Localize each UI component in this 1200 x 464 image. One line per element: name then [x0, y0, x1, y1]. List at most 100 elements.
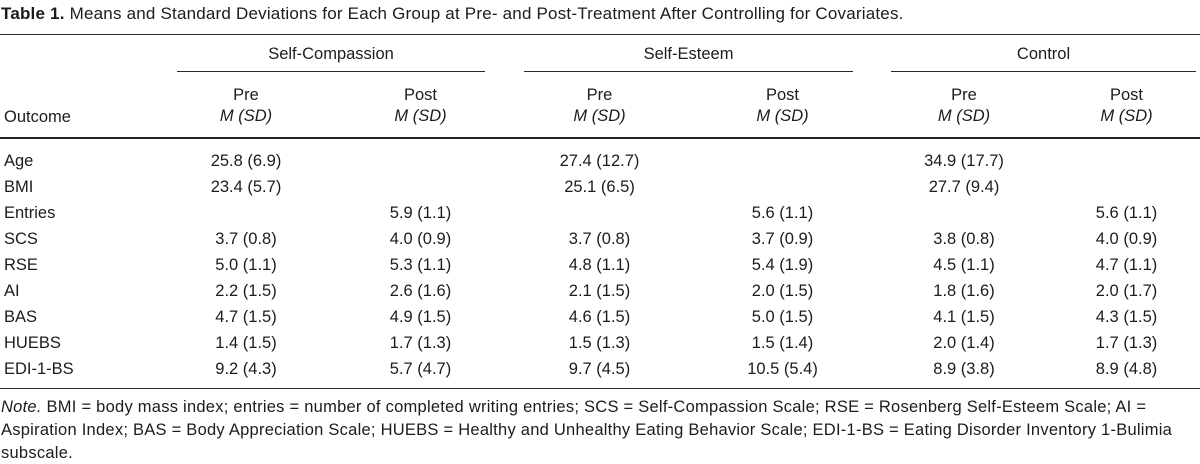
- subheader-post-label: Post: [766, 86, 800, 104]
- cell-sc-post: 1.7 (1.3): [389, 334, 452, 352]
- subheader-se-pre: Pre M (SD): [509, 73, 691, 139]
- subheader-control-post: Post M (SD): [1053, 73, 1200, 139]
- table-row: BAS 4.7 (1.5) 4.9 (1.5) 4.6 (1.5) 5.0 (1…: [0, 304, 1200, 330]
- cell-control-pre: 34.9 (17.7): [924, 152, 1004, 170]
- cell-control-pre: 4.5 (1.1): [933, 256, 995, 274]
- table-row: Age 25.8 (6.9) 27.4 (12.7) 34.9 (17.7): [0, 138, 1200, 174]
- table-caption: Means and Standard Deviations for Each G…: [69, 4, 904, 23]
- cell-control-post: 2.0 (1.7): [1095, 282, 1158, 300]
- cell-se-pre: 25.1 (6.5): [564, 178, 635, 196]
- table-row: AI 2.2 (1.5) 2.6 (1.6) 2.1 (1.5) 2.0 (1.…: [0, 278, 1200, 304]
- outcome-column-header: Outcome: [0, 73, 160, 139]
- subheader-msd-label: M (SD): [937, 107, 991, 125]
- cell-se-pre: 4.8 (1.1): [568, 256, 631, 274]
- note-text: BMI = body mass index; entries = number …: [1, 398, 1173, 462]
- cell-control-pre: 3.8 (0.8): [933, 230, 995, 248]
- table-row: EDI-1-BS 9.2 (4.3) 5.7 (4.7) 9.7 (4.5) 1…: [0, 356, 1200, 389]
- cell-sc-pre: 3.7 (0.8): [215, 230, 277, 248]
- subheader-control-pre: Pre M (SD): [875, 73, 1054, 139]
- subheader-row: Outcome Pre M (SD) Post M (SD) Pre M (SD…: [0, 73, 1200, 139]
- group-header-self-esteem: Self-Esteem: [509, 35, 875, 74]
- group-label-self-esteem: Self-Esteem: [524, 45, 854, 72]
- subheader-msd-label: M (SD): [394, 107, 447, 125]
- note-label: Note.: [1, 398, 42, 416]
- cell-se-post: 5.0 (1.5): [751, 308, 814, 326]
- table-title: Table 1. Means and Standard Deviations fo…: [1, 4, 1198, 24]
- cell-se-post: 3.7 (0.9): [751, 230, 814, 248]
- cell-sc-pre: 9.2 (4.3): [160, 356, 332, 389]
- row-outcome-label: Age: [4, 152, 34, 170]
- cell-control-post: 4.7 (1.1): [1095, 256, 1158, 274]
- table-row: Entries 5.9 (1.1) 5.6 (1.1) 5.6 (1.1): [0, 200, 1200, 226]
- cell-se-pre: 1.5 (1.3): [568, 334, 631, 352]
- cell-control-post: 8.9 (4.8): [1053, 356, 1200, 389]
- cell-se-pre: 2.1 (1.5): [568, 282, 631, 300]
- group-label-control: Control: [891, 45, 1197, 72]
- subheader-post-label: Post: [403, 86, 438, 104]
- group-header-control: Control: [875, 35, 1200, 74]
- subheader-msd-label: M (SD): [573, 107, 626, 125]
- table-number: Table 1.: [1, 4, 65, 23]
- cell-control-post: 4.0 (0.9): [1095, 230, 1158, 248]
- cell-se-post: [690, 174, 875, 200]
- cell-sc-pre: 1.4 (1.5): [215, 334, 277, 352]
- cell-control-post: 1.7 (1.3): [1095, 334, 1158, 352]
- group-header-spacer: [0, 35, 160, 74]
- cell-sc-pre: 25.8 (6.9): [210, 152, 282, 170]
- subheader-pre-label: Pre: [951, 86, 977, 104]
- cell-sc-post: 4.0 (0.9): [389, 230, 452, 248]
- subheader-se-post: Post M (SD): [690, 73, 876, 139]
- cell-se-post: 5.4 (1.9): [751, 256, 814, 274]
- cell-se-pre: 3.7 (0.8): [568, 230, 631, 248]
- cell-control-post: 5.6 (1.1): [1095, 204, 1158, 222]
- row-outcome-label: BAS: [4, 308, 38, 326]
- row-outcome-label: BMI: [4, 178, 34, 196]
- row-outcome-label: SCS: [4, 230, 38, 248]
- cell-sc-pre: 23.4 (5.7): [210, 178, 282, 196]
- subheader-pre-label: Pre: [233, 86, 259, 104]
- cell-control-post: [1053, 138, 1200, 174]
- subheader-post-label: Post: [1110, 86, 1144, 104]
- cell-control-pre: 2.0 (1.4): [933, 334, 995, 352]
- subheader-sc-post: Post M (SD): [332, 73, 510, 139]
- table-row: SCS 3.7 (0.8) 4.0 (0.9) 3.7 (0.8) 3.7 (0…: [0, 226, 1200, 252]
- cell-se-pre: 9.7 (4.5): [509, 356, 691, 389]
- cell-se-post: 5.6 (1.1): [751, 204, 814, 222]
- table-body: Age 25.8 (6.9) 27.4 (12.7) 34.9 (17.7) B…: [0, 138, 1200, 389]
- cell-sc-post: 5.7 (4.7): [332, 356, 510, 389]
- cell-sc-pre: [160, 200, 332, 226]
- group-header-row: Self-Compassion Self-Esteem Control: [0, 35, 1200, 74]
- cell-control-pre: 1.8 (1.6): [933, 282, 995, 300]
- subheader-msd-label: M (SD): [219, 107, 273, 125]
- cell-control-pre: 8.9 (3.8): [875, 356, 1054, 389]
- cell-sc-pre: 2.2 (1.5): [215, 282, 277, 300]
- cell-control-pre: 27.7 (9.4): [928, 178, 1000, 196]
- cell-control-pre: [875, 200, 1053, 226]
- row-outcome-label: HUEBS: [4, 334, 61, 352]
- cell-sc-post: [332, 174, 509, 200]
- cell-se-post: 1.5 (1.4): [751, 334, 814, 352]
- table-row: RSE 5.0 (1.1) 5.3 (1.1) 4.8 (1.1) 5.4 (1…: [0, 252, 1200, 278]
- cell-se-post: [690, 138, 875, 174]
- subheader-msd-label: M (SD): [1100, 107, 1153, 125]
- subheader-msd-label: M (SD): [756, 107, 809, 125]
- subheader-sc-pre: Pre M (SD): [160, 73, 332, 139]
- means-sd-table: Self-Compassion Self-Esteem Control Outc…: [0, 34, 1200, 389]
- table-row: HUEBS 1.4 (1.5) 1.7 (1.3) 1.5 (1.3) 1.5 …: [0, 330, 1200, 356]
- table-note: Note. BMI = body mass index; entries = n…: [1, 396, 1199, 464]
- table-header: Self-Compassion Self-Esteem Control Outc…: [0, 35, 1200, 139]
- cell-sc-post: 5.9 (1.1): [389, 204, 452, 222]
- cell-se-pre: 4.6 (1.5): [568, 308, 631, 326]
- cell-control-pre: 4.1 (1.5): [933, 308, 995, 326]
- cell-control-post: [1053, 174, 1200, 200]
- row-outcome-label: EDI-1-BS: [0, 356, 160, 389]
- cell-sc-post: 5.3 (1.1): [389, 256, 452, 274]
- cell-se-post: 10.5 (5.4): [690, 356, 876, 389]
- cell-sc-post: 2.6 (1.6): [389, 282, 452, 300]
- group-label-self-compassion: Self-Compassion: [177, 45, 486, 72]
- cell-se-pre: [509, 200, 690, 226]
- subheader-pre-label: Pre: [586, 86, 613, 104]
- row-outcome-label: Entries: [4, 204, 56, 222]
- row-outcome-label: RSE: [4, 256, 38, 274]
